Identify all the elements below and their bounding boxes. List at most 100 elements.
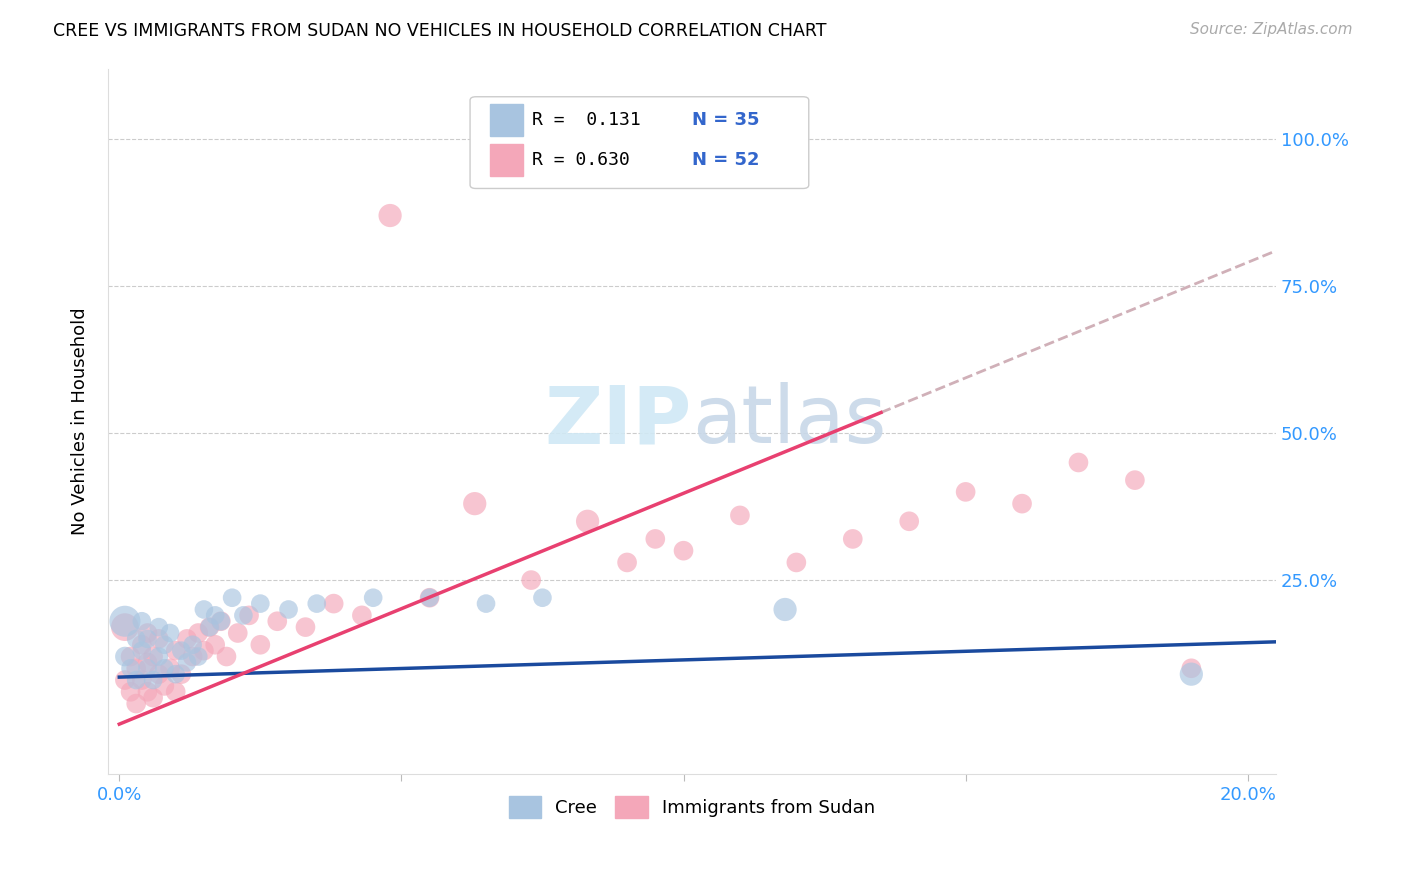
Point: [148, 632, 170, 646]
Point: [114, 649, 136, 664]
Point: [159, 661, 181, 675]
Point: [142, 673, 165, 687]
Point: [176, 656, 198, 670]
Point: [616, 556, 638, 570]
Point: [842, 532, 865, 546]
Point: [136, 661, 159, 675]
Point: [159, 626, 181, 640]
Point: [170, 643, 193, 657]
Y-axis label: No Vehicles in Household: No Vehicles in Household: [72, 308, 89, 535]
Point: [520, 573, 543, 587]
Point: [576, 514, 599, 528]
Point: [114, 673, 136, 687]
Point: [785, 556, 807, 570]
Point: [221, 591, 243, 605]
Point: [136, 632, 159, 646]
Point: [153, 638, 176, 652]
Text: atlas: atlas: [692, 383, 886, 460]
Legend: Cree, Immigrants from Sudan: Cree, Immigrants from Sudan: [502, 789, 883, 825]
Point: [531, 591, 554, 605]
Point: [198, 620, 221, 634]
Point: [198, 620, 221, 634]
Text: Source: ZipAtlas.com: Source: ZipAtlas.com: [1189, 22, 1353, 37]
Point: [204, 608, 226, 623]
Point: [419, 591, 441, 605]
Point: [187, 626, 209, 640]
Point: [215, 649, 238, 664]
Point: [165, 685, 187, 699]
Point: [131, 643, 153, 657]
Point: [419, 591, 441, 605]
Point: [136, 626, 159, 640]
Point: [193, 643, 215, 657]
Point: [1067, 455, 1090, 469]
Point: [120, 649, 142, 664]
FancyBboxPatch shape: [470, 96, 808, 188]
Point: [131, 638, 153, 652]
Point: [153, 679, 176, 693]
Point: [114, 614, 136, 628]
Point: [672, 543, 695, 558]
Point: [181, 638, 204, 652]
Point: [170, 667, 193, 681]
Point: [131, 614, 153, 628]
Point: [644, 532, 666, 546]
Point: [120, 685, 142, 699]
Point: [209, 614, 232, 628]
Point: [131, 673, 153, 687]
Point: [165, 667, 187, 681]
Point: [238, 608, 260, 623]
Text: R = 0.630: R = 0.630: [531, 152, 630, 169]
Point: [148, 620, 170, 634]
Point: [266, 614, 288, 628]
Point: [1180, 667, 1202, 681]
Point: [148, 649, 170, 664]
Point: [249, 597, 271, 611]
Text: CREE VS IMMIGRANTS FROM SUDAN NO VEHICLES IN HOUSEHOLD CORRELATION CHART: CREE VS IMMIGRANTS FROM SUDAN NO VEHICLE…: [53, 22, 827, 40]
Point: [125, 697, 148, 711]
Point: [773, 602, 796, 616]
Point: [728, 508, 751, 523]
Point: [125, 673, 148, 687]
Text: ZIP: ZIP: [544, 383, 692, 460]
Point: [187, 649, 209, 664]
Point: [204, 638, 226, 652]
Point: [142, 649, 165, 664]
Point: [136, 685, 159, 699]
Point: [1011, 497, 1033, 511]
Point: [277, 602, 299, 616]
Point: [232, 608, 254, 623]
Point: [120, 661, 142, 675]
Point: [1123, 473, 1146, 487]
Point: [148, 667, 170, 681]
Text: N = 52: N = 52: [692, 152, 759, 169]
Bar: [489, 104, 523, 136]
Point: [1180, 661, 1202, 675]
Point: [193, 602, 215, 616]
Point: [209, 614, 232, 628]
Point: [176, 632, 198, 646]
Text: N = 35: N = 35: [692, 111, 759, 129]
Point: [350, 608, 373, 623]
Bar: [489, 145, 523, 176]
Point: [136, 656, 159, 670]
Point: [475, 597, 498, 611]
Point: [955, 484, 977, 499]
Point: [294, 620, 316, 634]
Point: [114, 620, 136, 634]
Point: [165, 643, 187, 657]
Point: [249, 638, 271, 652]
Point: [322, 597, 344, 611]
Point: [305, 597, 328, 611]
Point: [361, 591, 384, 605]
Point: [226, 626, 249, 640]
Point: [181, 649, 204, 664]
Point: [125, 632, 148, 646]
Point: [898, 514, 921, 528]
Point: [125, 661, 148, 675]
Text: R =  0.131: R = 0.131: [531, 111, 641, 129]
Point: [464, 497, 486, 511]
Point: [378, 209, 401, 223]
Point: [153, 661, 176, 675]
Point: [142, 690, 165, 705]
